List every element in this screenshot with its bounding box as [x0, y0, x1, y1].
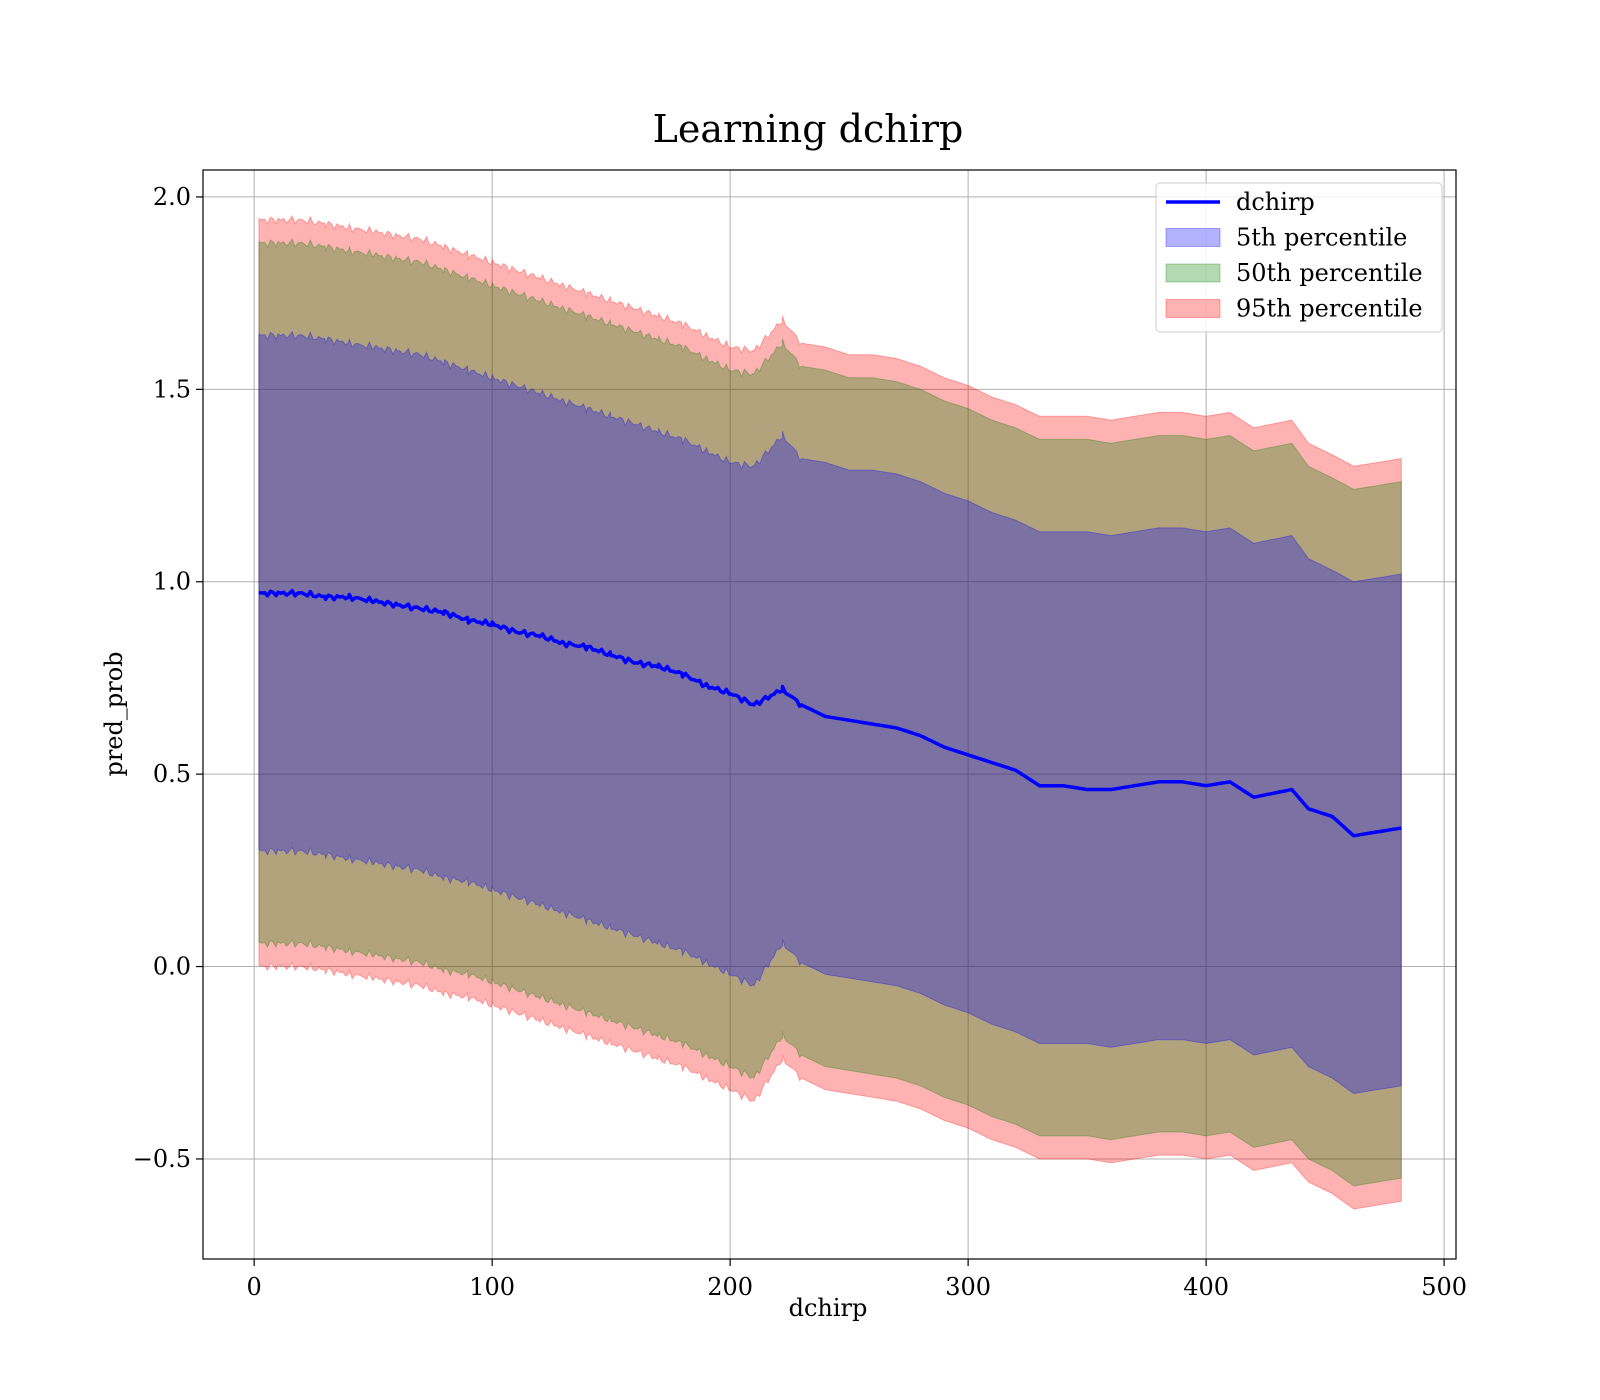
legend-swatch-1 — [1165, 228, 1221, 247]
legend-label-2: 50th percentile — [1236, 259, 1423, 287]
mean-line-layer — [258, 588, 1402, 838]
y-tick-label-2: 0.5 — [153, 760, 191, 788]
x-tick-label-2: 200 — [707, 1273, 753, 1301]
x-axis-label: dchirp — [789, 1294, 868, 1322]
band-5th-percentile — [258, 330, 1402, 1095]
band-50th-percentile — [258, 238, 1402, 1187]
chart-title: Learning dchirp — [653, 107, 964, 151]
legend-box — [1155, 182, 1443, 333]
x-ticks: 0 100 200 300 400 500 — [247, 1259, 1467, 1301]
x-tick-label-4: 400 — [1183, 1273, 1229, 1301]
band-95th-percentile — [258, 215, 1402, 1210]
y-tick-label-3: 1.0 — [153, 568, 191, 596]
legend-swatch-2 — [1165, 263, 1221, 283]
percentile-bands — [258, 215, 1402, 1210]
x-tick-label-1: 100 — [469, 1273, 515, 1301]
x-tick-label-5: 500 — [1421, 1273, 1467, 1301]
mean-line — [258, 588, 1402, 838]
legend-swatch-3 — [1165, 299, 1221, 318]
x-tick-label-3: 300 — [945, 1273, 991, 1301]
y-tick-label-1: 0.0 — [153, 953, 191, 981]
legend-label-0: dchirp — [1236, 188, 1315, 216]
legend-label-3: 95th percentile — [1236, 295, 1423, 323]
y-tick-label-5: 2.0 — [153, 183, 191, 211]
y-tick-label-4: 1.5 — [153, 375, 191, 403]
legend: dchirp 5th percentile 50th percentile 95th … — [1155, 182, 1443, 333]
y-tick-label-0: −0.5 — [133, 1145, 191, 1173]
x-tick-label-0: 0 — [247, 1273, 262, 1301]
y-ticks: −0.5 0.0 0.5 1.0 1.5 2.0 — [133, 183, 203, 1173]
plot-frame — [202, 169, 1457, 1260]
legend-label-1: 5th percentile — [1236, 224, 1407, 252]
grid — [203, 170, 1456, 1259]
y-axis-label: pred_prob — [100, 651, 128, 776]
